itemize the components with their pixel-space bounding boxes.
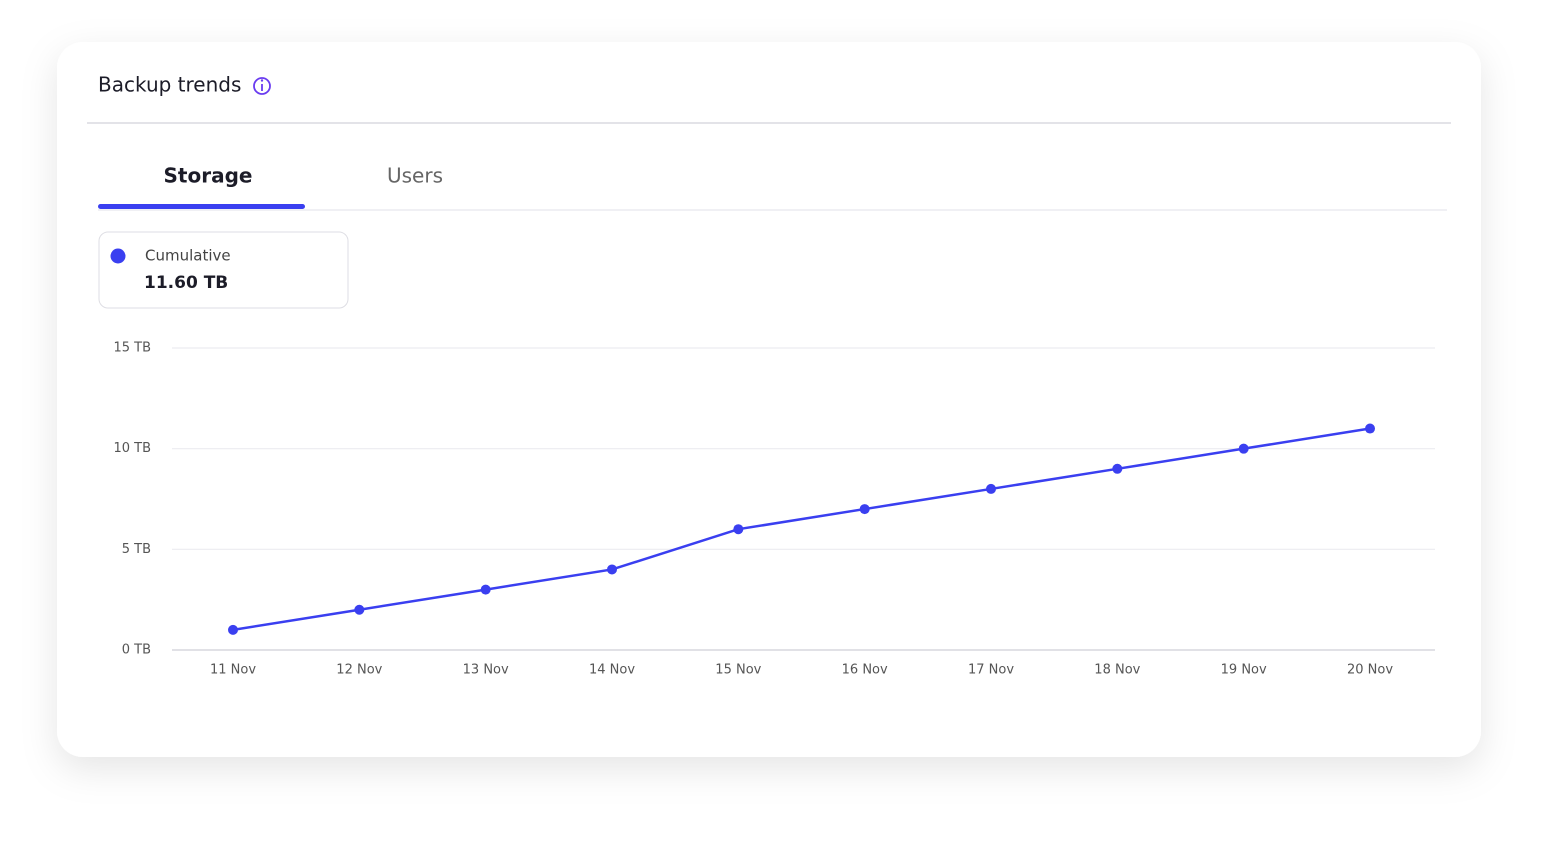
tab[interactable]: Storage xyxy=(164,164,253,188)
x-tick-label: 17 Nov xyxy=(968,663,1014,678)
x-tick-label: 12 Nov xyxy=(336,663,382,678)
data-point xyxy=(1238,443,1249,454)
x-tick-label: 19 Nov xyxy=(1221,663,1267,678)
data-point xyxy=(859,504,870,515)
card xyxy=(57,42,1481,757)
data-point xyxy=(986,483,996,494)
plot: 0 TB 5 TB 10 TB 15 TB 11 Nov 12 Nov 13 Nov 14 N… xyxy=(113,341,1435,678)
tab[interactable]: Users xyxy=(387,164,443,188)
data-point xyxy=(1112,463,1123,474)
data-point xyxy=(228,624,238,635)
y-tick-label: 5 TB xyxy=(122,542,151,557)
x-tick-label: 14 Nov xyxy=(589,663,635,678)
series-line xyxy=(232,427,1371,632)
card-title: Backup trends xyxy=(98,73,241,97)
x-tick-label: 16 Nov xyxy=(842,663,888,678)
data-point xyxy=(480,584,491,595)
active-tab-indicator xyxy=(98,204,305,209)
legend-value: 11.60 TB xyxy=(144,273,228,293)
x-tick-label: 18 Nov xyxy=(1094,663,1140,678)
legend-dot xyxy=(110,248,126,264)
y-tick-label: 15 TB xyxy=(113,341,151,356)
legend-label: Cumulative xyxy=(145,247,231,265)
x-tick-label: 15 Nov xyxy=(715,663,761,678)
data-point xyxy=(733,524,744,535)
y-tick-label: 10 TB xyxy=(113,441,151,456)
y-tick-label: 0 TB xyxy=(122,643,151,658)
x-tick-label: 20 Nov xyxy=(1347,663,1393,678)
info-icon[interactable] xyxy=(253,77,271,95)
x-tick-label: 13 Nov xyxy=(463,663,509,678)
data-point xyxy=(1365,423,1375,434)
x-tick-label: 11 Nov xyxy=(210,663,256,678)
data-point xyxy=(607,564,617,575)
legend-box xyxy=(98,231,349,309)
data-point xyxy=(354,604,365,615)
